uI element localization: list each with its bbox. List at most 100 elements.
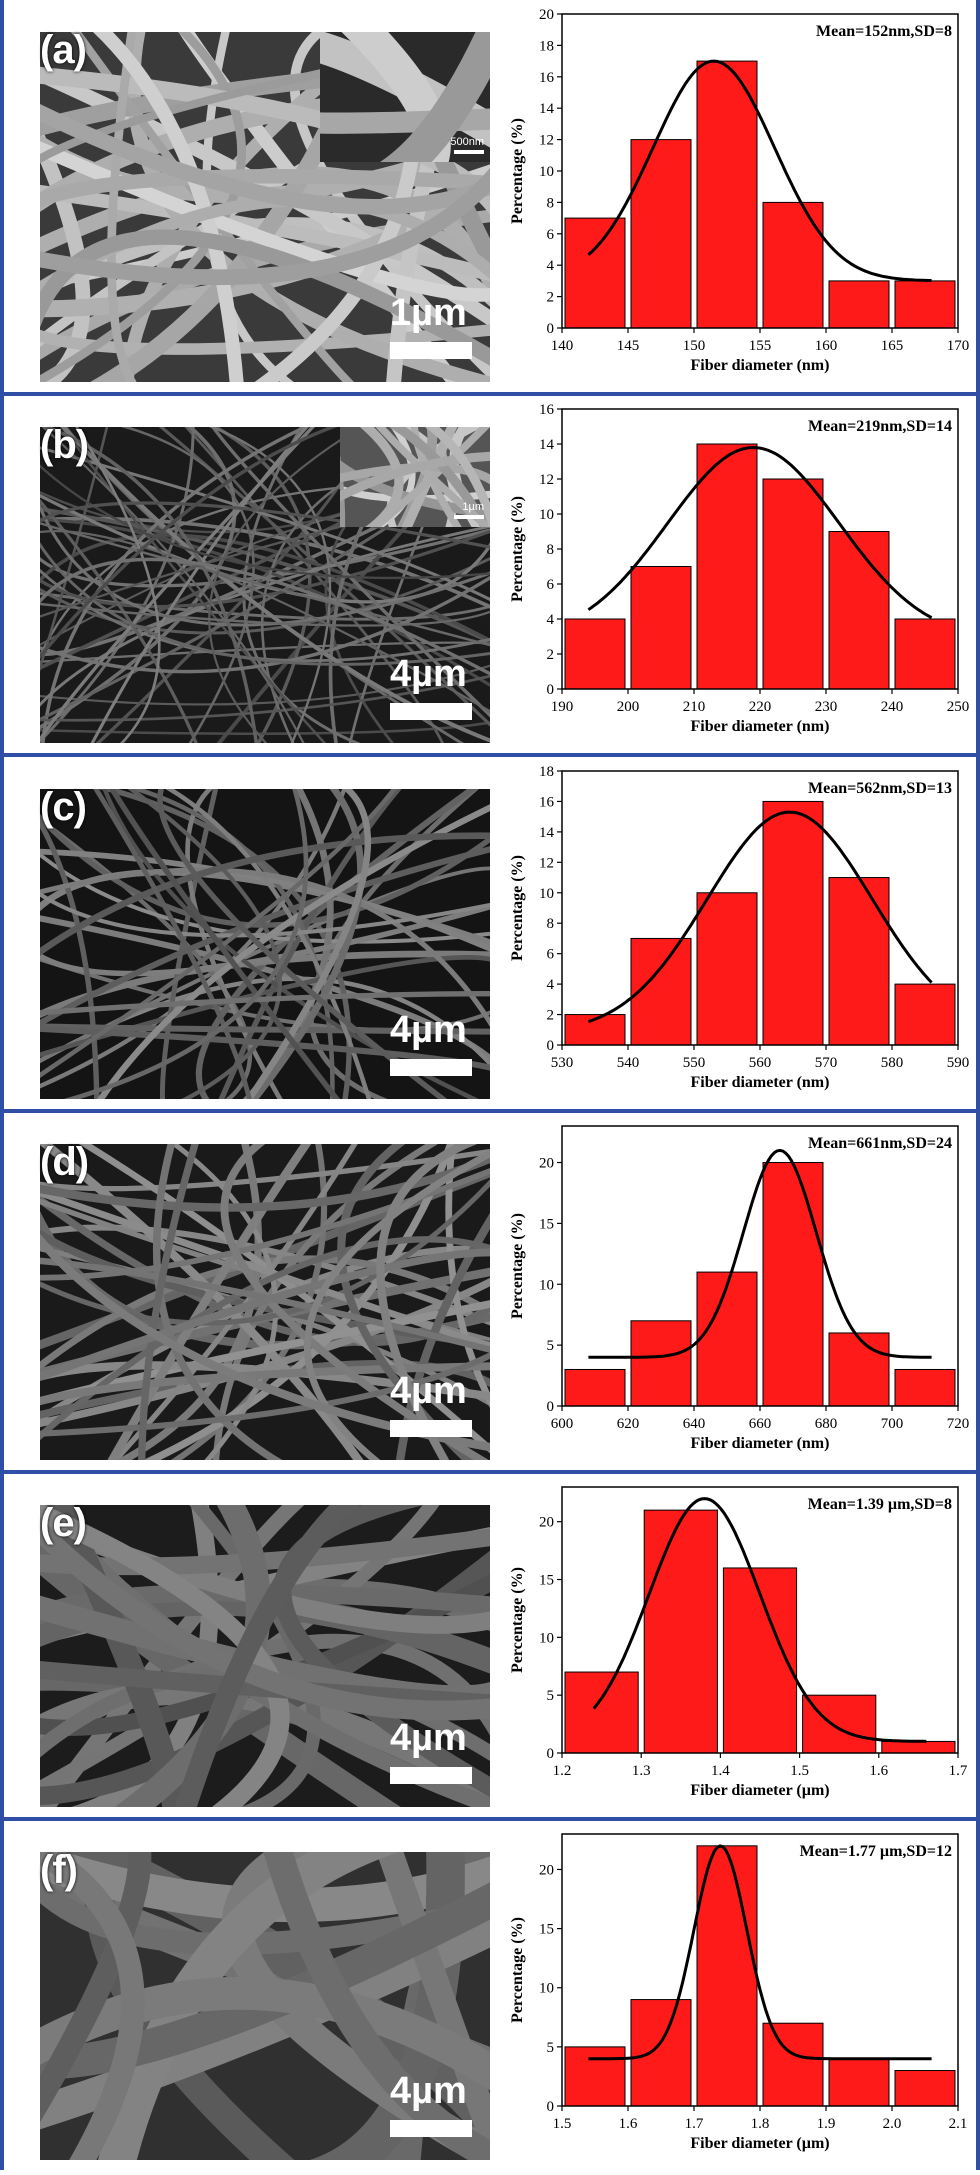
histogram-svg: 600 620 640 660 680 700 720 0 5 10 15 20 Fiber diame… [509, 1125, 969, 1452]
sem-micrograph: 500nm 1µm [40, 32, 490, 382]
fiber-strand [445, 1144, 490, 1408]
figure-frame-right [976, 0, 980, 2170]
fiber-strand [40, 498, 198, 743]
sem-scale-label: 4µm [390, 653, 467, 695]
x-axis-label: Fiber diameter (µm) [690, 1782, 829, 1799]
y-tick-label: 20 [539, 7, 554, 23]
histogram-svg: 1.5 1.6 1.7 1.8 1.9 2.0 2.1 0 5 10 15 20 Fiber diame… [509, 1833, 968, 2152]
fiber-strand [40, 1911, 490, 2130]
x-tick-label: 1.5 [790, 1763, 809, 1779]
sem-scale-bar [390, 703, 472, 720]
fiber-strand [210, 427, 490, 718]
y-tick-label: 10 [539, 1277, 554, 1293]
y-tick-label: 15 [539, 1922, 554, 1938]
fiber-strand [40, 1248, 490, 1382]
fiber-strand [40, 991, 490, 1016]
y-tick-label: 6 [547, 577, 555, 593]
histogram-svg: 1.2 1.3 1.4 1.5 1.6 1.7 0 5 10 15 20 Fiber diameter… [509, 1486, 968, 1799]
figure-panel: 500nm 1µm (a) 140 145 150 155 160 165 170 0 2 4 6 8 10 1… [0, 0, 980, 392]
fiber-strand [108, 789, 341, 1099]
y-tick-label: 18 [539, 764, 554, 780]
inset-scale-bar [454, 515, 484, 519]
y-tick-label: 10 [539, 1981, 554, 1997]
y-tick-label: 6 [547, 227, 555, 243]
x-tick-label: 1.3 [632, 1763, 651, 1779]
y-tick-label: 8 [547, 542, 555, 558]
x-tick-label: 700 [881, 1416, 904, 1432]
y-tick-label: 14 [539, 437, 555, 453]
y-tick-label: 15 [539, 1216, 554, 1232]
sem-scale-label: 4µm [390, 1009, 467, 1051]
fiber-strand [40, 891, 490, 938]
histogram-bar [828, 1332, 890, 1407]
sem-micrograph: 4µm [40, 1852, 490, 2160]
histogram-bar [722, 1567, 798, 1754]
histogram-bar [630, 937, 692, 1046]
x-tick-label: 560 [749, 1055, 772, 1071]
panel-divider [0, 392, 980, 396]
y-tick-label: 12 [539, 133, 554, 149]
fiber-strand [40, 1224, 490, 1326]
fiber-strand [40, 592, 490, 621]
histogram-bar [894, 618, 956, 690]
diameter-histogram: 140 145 150 155 160 165 170 0 2 4 6 8 10 12 14 16 18 20 Fi… [500, 0, 970, 392]
inset-scale-bar [454, 150, 484, 154]
y-axis-label: Percentage (%) [509, 1213, 526, 1319]
gaussian-fit-curve [592, 1497, 927, 1743]
x-axis-label: Fiber diameter (nm) [691, 357, 830, 374]
fiber-strand [340, 451, 490, 502]
fiber-strand [174, 1505, 361, 1807]
y-axis-label: Percentage (%) [509, 855, 526, 961]
plot-frame [561, 1125, 959, 1407]
y-tick-label: 8 [547, 195, 555, 211]
sem-scale-bar [390, 342, 472, 359]
fiber-strand [40, 903, 490, 977]
x-tick-label: 1.8 [751, 2116, 770, 2132]
y-tick-label: 10 [539, 886, 554, 902]
fiber-strand [41, 427, 258, 743]
x-tick-label: 620 [617, 1416, 640, 1432]
x-tick-label: 250 [947, 699, 970, 715]
x-tick-label: 1.5 [553, 2116, 572, 2132]
y-tick-label: 0 [547, 1038, 555, 1054]
histogram-svg: 190 200 210 220 230 240 250 0 2 4 6 8 10 12 14 16 Fiber … [509, 402, 970, 735]
y-tick-label: 16 [539, 794, 555, 810]
diameter-histogram: 190 200 210 220 230 240 250 0 2 4 6 8 10 12 14 16 Fiber … [500, 395, 970, 753]
histogram-bar [894, 983, 956, 1046]
histogram-bar [564, 1368, 626, 1407]
gaussian-fit-curve [587, 810, 933, 1024]
panel-label: (a) [40, 28, 87, 72]
histogram-bar [881, 1740, 956, 1754]
sem-scale-label: 1µm [390, 292, 467, 334]
x-tick-label: 210 [683, 699, 706, 715]
x-tick-label: 640 [683, 1416, 706, 1432]
x-tick-label: 590 [947, 1055, 970, 1071]
fiber-strand [41, 427, 305, 743]
x-tick-label: 155 [749, 338, 772, 354]
fiber-strand [304, 1149, 490, 1460]
stats-annotation: Mean=1.39 µm,SD=8 [808, 1496, 952, 1513]
x-tick-label: 2.1 [949, 2116, 968, 2132]
y-tick-label: 2 [547, 290, 555, 306]
x-tick-label: 1.6 [619, 2116, 638, 2132]
fiber-strand [220, 1144, 489, 1460]
fiber-strand [40, 832, 490, 956]
sem-micrograph: 4µm [40, 789, 490, 1099]
figure-frame-left [0, 0, 4, 2170]
y-tick-label: 0 [547, 1746, 555, 1762]
fiber-strand [40, 813, 490, 928]
gaussian-fit-curve [588, 1148, 932, 1359]
fiber-strand [165, 789, 372, 1099]
panel-label: (b) [40, 423, 89, 467]
sem-scale-label: 4µm [390, 2070, 467, 2112]
panel-divider [0, 1470, 980, 1474]
fiber-strand [320, 108, 490, 134]
sem-fiber-texture [40, 789, 490, 1099]
fiber-strand [242, 427, 361, 743]
histogram-bar [564, 618, 626, 690]
fiber-strand [40, 528, 490, 588]
x-tick-label: 680 [815, 1416, 838, 1432]
y-tick-label: 4 [547, 612, 555, 628]
diameter-histogram: 1.5 1.6 1.7 1.8 1.9 2.0 2.1 0 5 10 15 20 Fiber diame… [500, 1820, 970, 2170]
sem-micrograph: 4µm [40, 1505, 490, 1807]
